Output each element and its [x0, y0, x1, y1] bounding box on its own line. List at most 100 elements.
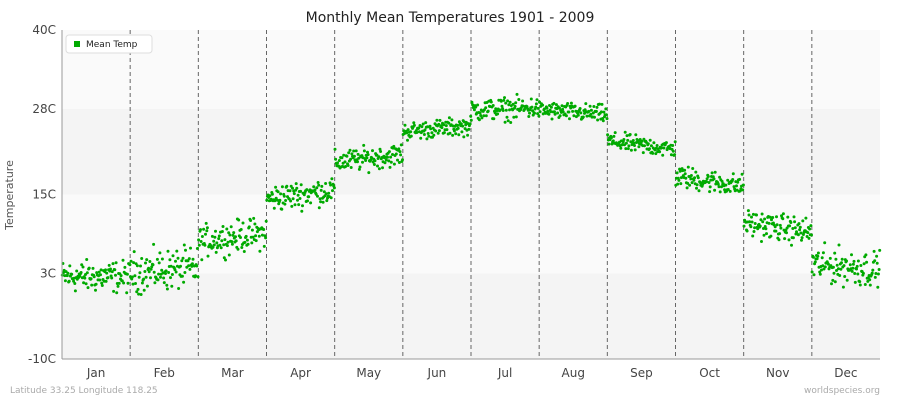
data-point	[612, 134, 616, 138]
data-point	[100, 284, 104, 287]
data-point	[478, 111, 482, 115]
data-point	[346, 164, 350, 167]
data-point	[288, 189, 292, 193]
data-point	[344, 165, 348, 168]
data-point	[626, 138, 630, 142]
data-point	[676, 182, 680, 186]
data-point	[659, 146, 663, 150]
data-point	[472, 108, 476, 112]
data-point	[823, 241, 827, 245]
data-point	[367, 171, 371, 175]
data-point	[123, 265, 127, 269]
data-point	[769, 234, 773, 238]
data-point	[250, 241, 254, 245]
data-point	[790, 243, 793, 247]
data-point	[753, 226, 757, 230]
data-point	[365, 156, 369, 160]
data-point	[504, 101, 508, 105]
data-point	[646, 142, 650, 146]
data-point	[625, 134, 629, 138]
data-point	[295, 186, 299, 190]
data-point	[140, 257, 144, 260]
data-point	[517, 98, 521, 101]
data-point	[199, 240, 203, 243]
data-point	[284, 199, 288, 202]
data-point	[319, 188, 323, 192]
data-point	[377, 155, 381, 159]
data-point	[749, 225, 753, 229]
data-point	[273, 199, 277, 203]
data-point	[257, 234, 261, 238]
data-point	[241, 221, 245, 225]
data-point	[821, 264, 825, 268]
data-point	[853, 280, 857, 284]
data-point	[751, 234, 755, 238]
data-point	[372, 163, 376, 166]
data-point	[386, 155, 389, 159]
data-point	[789, 221, 793, 224]
data-point	[63, 279, 67, 283]
data-point	[561, 107, 565, 111]
data-point	[662, 146, 666, 150]
data-point	[316, 194, 319, 198]
data-point	[139, 264, 142, 268]
data-point	[169, 264, 173, 268]
data-point	[552, 101, 556, 105]
data-point	[160, 268, 164, 272]
data-point	[334, 157, 338, 161]
x-tick-label: Apr	[290, 366, 311, 380]
data-point	[131, 282, 135, 286]
data-point	[622, 138, 626, 141]
data-point	[406, 128, 410, 132]
data-point	[417, 126, 421, 130]
data-point	[759, 218, 763, 222]
data-point	[291, 186, 294, 190]
data-point	[707, 181, 711, 184]
data-point	[533, 111, 536, 115]
data-point	[720, 185, 723, 189]
data-point	[831, 278, 835, 282]
data-point	[673, 140, 677, 144]
data-point	[840, 261, 843, 265]
data-point	[361, 160, 364, 164]
data-point	[91, 266, 95, 270]
data-point	[791, 227, 795, 230]
data-point	[701, 182, 705, 186]
data-point	[419, 136, 423, 140]
legend-label: Mean Temp	[86, 40, 138, 50]
data-point	[514, 115, 518, 119]
data-point	[239, 228, 243, 231]
data-point	[547, 112, 551, 116]
x-tick-label: May	[356, 366, 381, 380]
data-point	[148, 260, 152, 263]
x-tick-label: Dec	[834, 366, 857, 380]
data-point	[649, 144, 653, 148]
data-point	[442, 123, 446, 127]
data-point	[735, 184, 738, 188]
data-point	[745, 229, 749, 233]
data-point	[426, 132, 430, 135]
data-point	[137, 292, 141, 296]
data-point	[132, 250, 136, 254]
data-point	[362, 149, 366, 153]
data-point	[821, 251, 825, 255]
data-point	[851, 266, 855, 270]
data-point	[264, 219, 268, 223]
data-point	[156, 278, 160, 282]
data-point	[755, 213, 758, 217]
data-point	[633, 144, 636, 147]
data-point	[587, 109, 591, 113]
data-point	[686, 181, 690, 185]
data-point	[152, 270, 156, 274]
data-point	[469, 118, 473, 122]
data-point	[125, 291, 129, 295]
data-point	[342, 153, 346, 157]
data-point	[173, 268, 177, 272]
data-point	[569, 101, 573, 105]
data-point	[264, 236, 268, 240]
data-point	[508, 108, 511, 112]
data-point	[596, 118, 600, 122]
data-point	[545, 106, 549, 110]
data-point	[119, 274, 123, 278]
data-point	[878, 248, 882, 252]
